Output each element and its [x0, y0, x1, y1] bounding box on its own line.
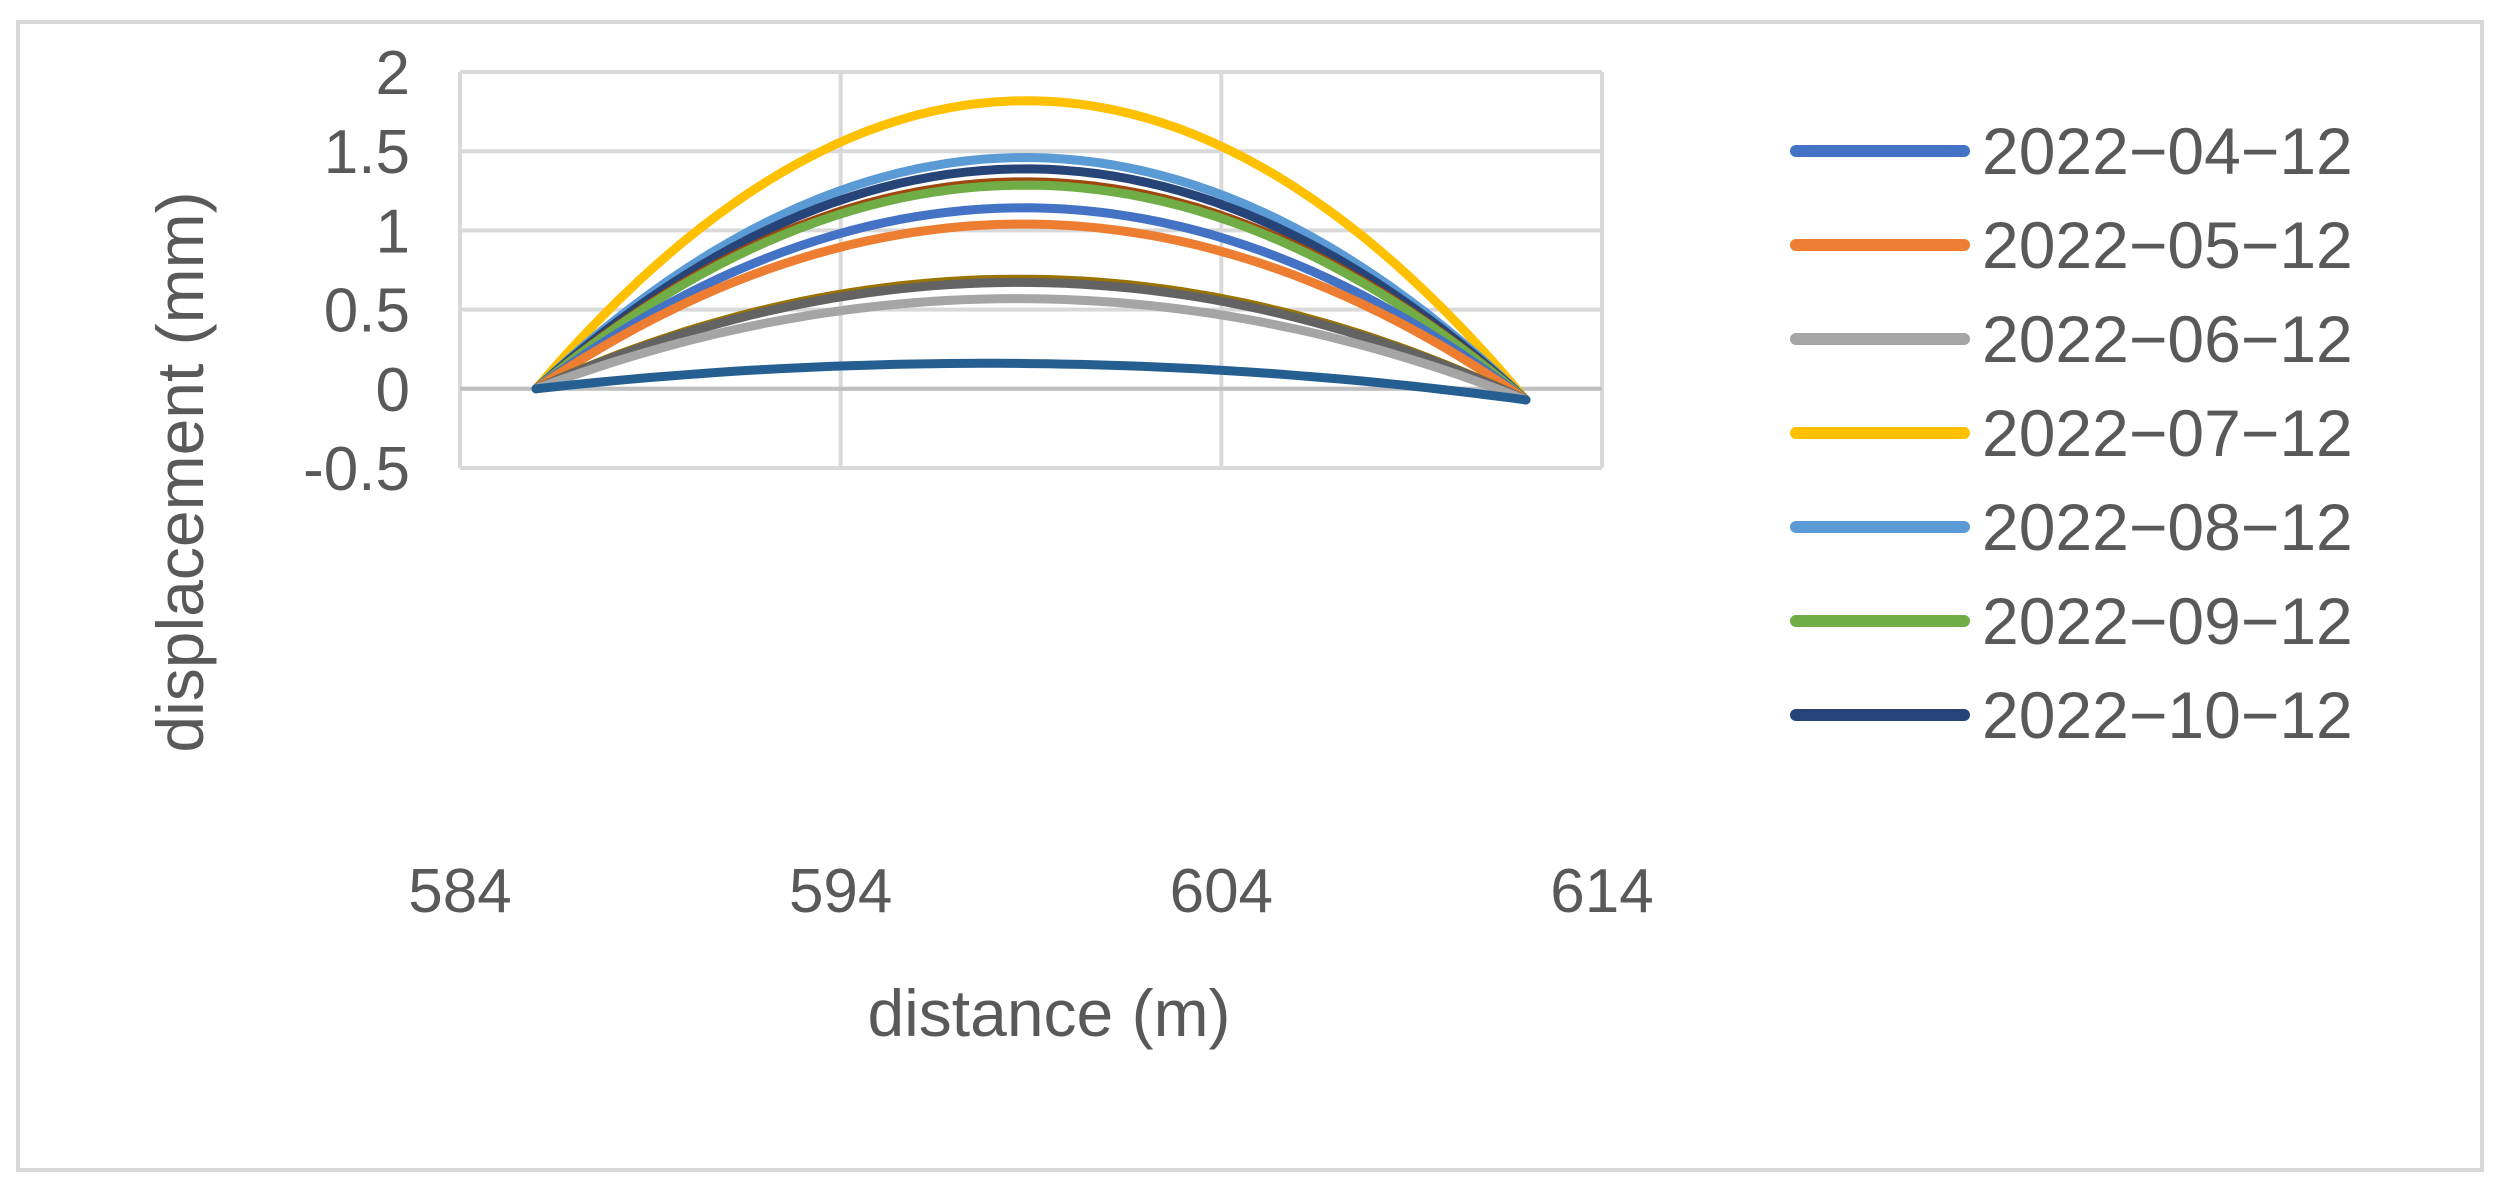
y-tick-label: -0.5	[303, 435, 410, 504]
legend-label: 2022−04−12	[1982, 114, 2353, 188]
series-line	[531, 180, 1531, 405]
x-tick-label: 614	[1550, 857, 1653, 926]
series-line	[531, 153, 1531, 405]
y-tick-label: 0.5	[324, 277, 410, 346]
line-chart: -0.500.511.52 584 594 604 614 distance (m) …	[143, 39, 2353, 1050]
series-line	[531, 294, 1531, 405]
y-tick-label: 1	[376, 197, 410, 266]
y-axis-title: displacement (mm)	[143, 191, 217, 752]
y-tick-label: 0	[376, 356, 410, 425]
series-layer	[531, 96, 1531, 405]
series-line	[531, 358, 1531, 405]
series-line	[531, 164, 1531, 405]
legend-label: 2022−10−12	[1982, 678, 2353, 752]
series-line	[531, 219, 1531, 405]
y-tick-labels: -0.5 0 0.5 1 1.5 2	[303, 39, 410, 504]
series-line	[531, 96, 1531, 405]
y-tick-label: 2	[376, 39, 410, 108]
x-tick-label: 594	[789, 857, 892, 926]
legend-label: 2022−09−12	[1982, 584, 2353, 658]
x-tick-labels: 584 594 604 614	[408, 857, 1653, 926]
x-tick-label: 604	[1170, 857, 1273, 926]
legend-label: 2022−05−12	[1982, 208, 2353, 282]
x-tick-label: 584	[408, 857, 511, 926]
legend: 2022−04−12 2022−05−12 2022−06−12 2022−07−12…	[1790, 114, 2353, 752]
y-tick-label: 1.5	[324, 118, 410, 187]
legend-label: 2022−08−12	[1982, 490, 2353, 564]
legend-label: 2022−07−12	[1982, 396, 2353, 470]
series-line	[531, 203, 1531, 405]
chart-frame: -0.5 0 0.5 1 1.5 2 584 594 604 614 distance (m) …	[16, 20, 2484, 1172]
series-line	[531, 277, 1531, 405]
gridlines	[458, 70, 1604, 470]
legend-label: 2022−06−12	[1982, 302, 2353, 376]
x-axis-title: distance (m)	[867, 976, 1230, 1050]
